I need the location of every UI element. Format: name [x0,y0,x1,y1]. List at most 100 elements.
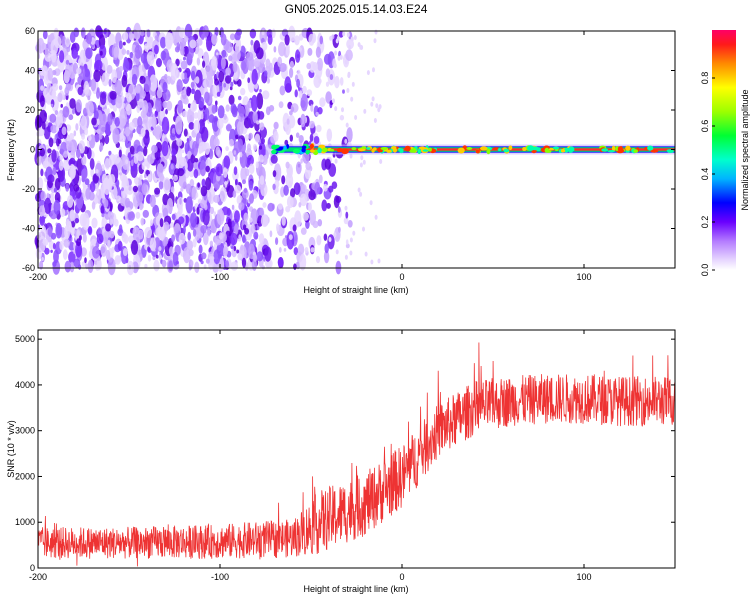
noise-blob [229,138,234,147]
y-tick-label: 2000 [15,471,35,481]
noise-speck [345,122,349,128]
spectrogram-noise-blobs [34,22,383,276]
noise-blob [121,74,128,88]
noise-speck [370,259,374,265]
noise-blob [234,223,239,235]
noise-blob [253,254,258,262]
noise-blob [174,46,180,53]
signal-blob [564,147,570,151]
noise-blob [197,182,201,188]
noise-blob [130,240,139,255]
noise-blob [47,67,54,81]
signal-blob [411,147,417,153]
signal-blob [531,146,539,151]
noise-blob [307,47,313,56]
noise-blob [190,212,198,228]
noise-blob [96,89,101,99]
noise-blob [306,62,312,70]
noise-blob [125,159,129,165]
noise-blob [128,121,135,131]
noise-blob [151,144,158,154]
noise-blob [261,29,265,36]
noise-blob [142,209,149,218]
noise-blob [286,118,290,125]
noise-blob [168,260,174,272]
noise-blob [138,101,144,109]
noise-speck [334,50,338,56]
noise-blob [85,187,91,200]
noise-blob [69,98,76,109]
noise-blob [184,162,188,171]
noise-blob [59,240,64,251]
noise-blob [103,177,111,196]
noise-blob [278,203,283,210]
noise-blob [199,160,207,177]
colorbar-ticks: 0.0 0.2 0.4 0.6 0.8 [700,72,715,276]
noise-blob [205,258,210,264]
noise-speck [332,98,335,104]
signal-blob [611,145,616,152]
noise-blob [233,166,238,176]
noise-speck [346,88,350,93]
noise-blob [190,81,195,89]
noise-blob [218,232,223,240]
noise-blob [196,207,200,215]
noise-blob [300,113,306,128]
colorbar-tick-label: 0.6 [700,120,710,133]
noise-blob [150,219,153,227]
noise-speck [371,96,375,102]
noise-blob [109,211,114,220]
spectrogram-x-label: Height of straight line (km) [303,285,408,295]
y-tick-label: 5000 [15,334,35,344]
noise-blob [346,38,354,50]
noise-blob [255,47,264,60]
signal-blob [420,146,425,150]
noise-blob [56,112,63,129]
noise-blob [182,181,187,190]
noise-blob [233,245,237,252]
noise-blob [66,140,74,151]
noise-blob [194,158,199,163]
noise-blob [128,95,132,102]
noise-blob [78,264,82,270]
noise-blob [308,189,316,201]
noise-speck [364,251,368,257]
noise-speck [349,153,353,159]
noise-blob [270,154,278,164]
noise-blob [250,39,254,46]
noise-blob [162,101,168,109]
signal-blob [309,143,314,149]
signal-blob [560,149,566,153]
noise-blob [271,28,276,39]
noise-blob [85,33,92,45]
noise-blob [44,47,49,58]
noise-blob [90,168,95,178]
noise-blob [73,130,77,137]
noise-blob [89,158,95,170]
noise-blob [251,68,258,85]
noise-blob [147,173,152,181]
noise-blob [202,60,206,68]
noise-blob [235,40,240,47]
noise-blob [247,223,251,229]
spectrogram-x-ticks: -200 -100 0 100 [29,31,592,282]
signal-blob [271,144,278,150]
noise-blob [185,183,192,194]
noise-blob [325,81,330,87]
noise-blob [140,217,145,226]
noise-blob [229,86,233,91]
noise-blob [84,178,90,186]
noise-blob [275,237,279,246]
noise-blob [293,182,301,195]
noise-blob [101,72,109,87]
noise-blob [62,249,68,260]
noise-blob [261,265,265,270]
noise-blob [182,226,186,234]
noise-blob [223,155,231,169]
noise-blob [246,143,252,153]
noise-blob [306,89,313,97]
noise-blob [209,240,214,247]
noise-blob [219,186,227,203]
signal-blob [404,145,411,152]
noise-blob [223,83,227,88]
